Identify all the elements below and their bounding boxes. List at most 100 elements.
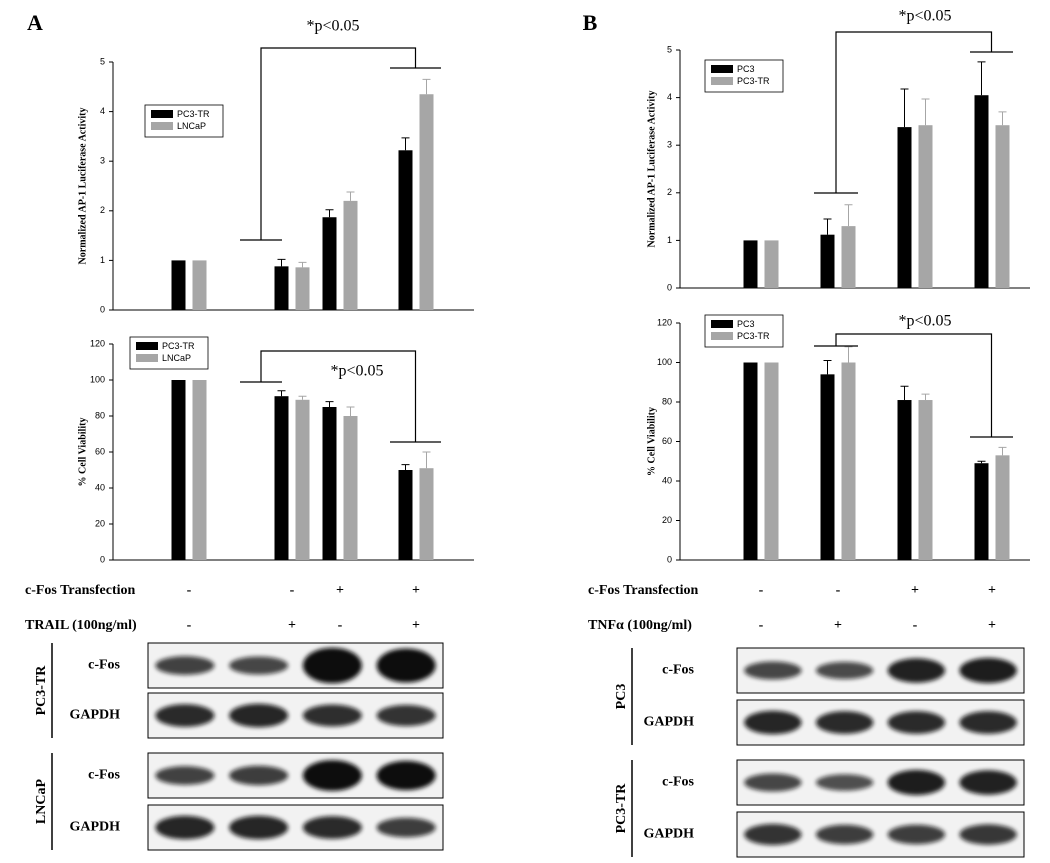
condition-value: + xyxy=(988,618,996,633)
blot-band xyxy=(744,661,802,680)
condition-value: + xyxy=(988,583,996,598)
y-tick-label: 0 xyxy=(100,304,105,314)
y-tick-label: 20 xyxy=(662,515,672,525)
blot-band xyxy=(376,760,436,791)
blot-band xyxy=(744,823,802,846)
error-bar xyxy=(823,218,832,235)
bar xyxy=(995,455,1010,560)
error-bar xyxy=(277,258,286,267)
bar xyxy=(274,396,289,560)
legend-swatch xyxy=(711,77,733,85)
error-bar xyxy=(422,451,431,469)
blot-band xyxy=(155,704,215,727)
y-tick-label: 3 xyxy=(100,156,105,166)
y-tick-label: 5 xyxy=(667,44,672,54)
legend-label: LNCaP xyxy=(177,121,206,131)
error-bar xyxy=(325,209,334,218)
blot-band xyxy=(302,816,362,839)
y-tick-label: 120 xyxy=(657,317,672,327)
blot-band xyxy=(887,658,946,683)
bar xyxy=(322,217,337,310)
bar xyxy=(897,400,912,560)
error-bar xyxy=(977,460,986,464)
bar xyxy=(820,234,835,288)
blot-row-label: c-Fos xyxy=(662,775,694,790)
legend-label: PC3-TR xyxy=(162,341,195,351)
error-bar xyxy=(900,88,909,128)
error-bar xyxy=(998,446,1007,456)
bar xyxy=(274,266,289,310)
bar xyxy=(398,470,413,560)
condition-value: + xyxy=(288,618,296,633)
legend-box xyxy=(144,104,224,138)
y-tick-label: 3 xyxy=(667,140,672,150)
blot-cell-line: PC3-TR xyxy=(34,665,49,716)
blot-band xyxy=(815,824,874,845)
y-tick-label: 4 xyxy=(100,106,105,116)
condition-value: - xyxy=(759,583,764,598)
condition-value: + xyxy=(911,583,919,598)
y-tick-label: 4 xyxy=(667,92,672,102)
condition-label: TRAIL (100ng/ml) xyxy=(25,618,137,633)
blot-band xyxy=(887,824,946,845)
legend-label: PC3 xyxy=(737,319,755,329)
error-bar xyxy=(844,346,853,363)
legend-swatch xyxy=(711,320,733,328)
y-tick-label: 2 xyxy=(667,187,672,197)
y-tick-label: 20 xyxy=(95,518,105,528)
bar xyxy=(343,200,358,310)
y-tick-label: 100 xyxy=(657,357,672,367)
error-bar xyxy=(346,191,355,201)
y-axis-label: Normalized AP-1 Luciferase Activity xyxy=(77,108,88,265)
bar xyxy=(295,267,310,310)
bar xyxy=(419,94,434,311)
bar xyxy=(322,407,337,560)
blot-band xyxy=(229,656,289,675)
bar xyxy=(192,260,207,310)
condition-value: - xyxy=(836,583,841,598)
bar xyxy=(764,240,779,288)
blot-band xyxy=(302,760,362,791)
condition-label: c-Fos Transfection xyxy=(25,583,136,598)
y-tick-label: 120 xyxy=(90,338,105,348)
legend-label: LNCaP xyxy=(162,353,191,363)
blot-band xyxy=(229,765,289,786)
y-tick-label: 1 xyxy=(100,255,105,265)
condition-value: - xyxy=(187,618,192,633)
condition-value: + xyxy=(834,618,842,633)
bar xyxy=(841,226,856,288)
condition-value: - xyxy=(187,583,192,598)
annotation: *p<0.05 xyxy=(330,363,383,380)
y-tick-label: 0 xyxy=(100,554,105,564)
legend-swatch xyxy=(711,65,733,73)
condition-value: - xyxy=(759,618,764,633)
panel-label: B xyxy=(583,10,598,35)
bar xyxy=(192,380,207,560)
error-bar xyxy=(325,401,334,407)
blot-band xyxy=(302,647,362,684)
blot-cell-line: LNCaP xyxy=(34,779,49,825)
blot-band xyxy=(229,703,289,728)
error-bar xyxy=(900,385,909,401)
y-axis-label: % Cell Viability xyxy=(77,418,88,487)
blot-row-label: c-Fos xyxy=(88,658,120,673)
significance-bracket xyxy=(814,31,1013,194)
blot-band xyxy=(155,766,215,785)
bar xyxy=(897,127,912,288)
bar xyxy=(419,468,434,560)
y-axis-label: % Cell Viability xyxy=(646,407,657,476)
bar xyxy=(918,400,933,560)
error-bar xyxy=(977,61,986,96)
bar xyxy=(343,416,358,560)
error-bar xyxy=(298,261,307,268)
y-tick-label: 80 xyxy=(662,396,672,406)
condition-value: - xyxy=(913,618,918,633)
y-tick-label: 100 xyxy=(90,374,105,384)
bar xyxy=(995,125,1010,288)
blot-band xyxy=(155,656,215,675)
y-tick-label: 80 xyxy=(95,410,105,420)
legend-swatch xyxy=(136,342,158,350)
y-tick-label: 5 xyxy=(100,56,105,66)
blot-band xyxy=(744,773,802,792)
